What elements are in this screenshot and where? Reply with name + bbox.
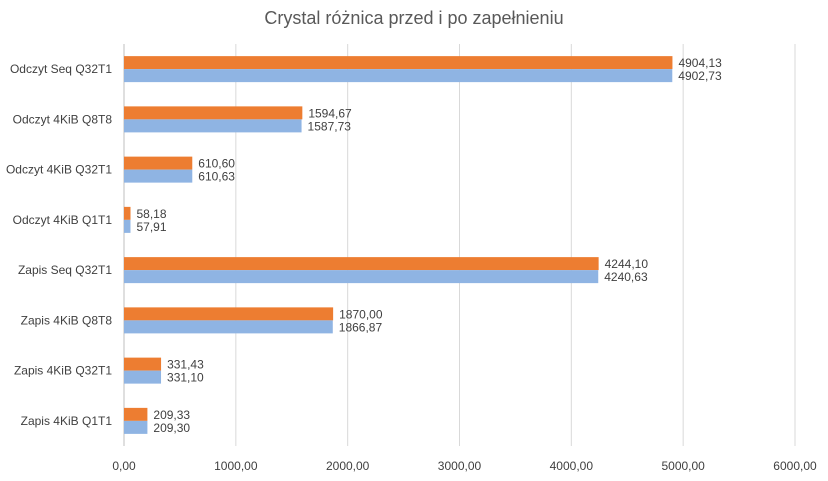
x-tick-label: 1000,00 bbox=[214, 459, 258, 473]
data-label-series-blue: 331,10 bbox=[167, 371, 204, 385]
data-label-series-orange: 58,18 bbox=[137, 207, 167, 221]
x-tick-label: 6000,00 bbox=[773, 459, 817, 473]
bar-series-orange bbox=[124, 407, 148, 421]
category-label: Odczyt Seq Q32T1 bbox=[10, 62, 112, 76]
data-label-series-orange: 4904,13 bbox=[678, 56, 722, 70]
data-label-series-orange: 209,33 bbox=[153, 408, 190, 422]
x-tick-label: 2000,00 bbox=[326, 459, 370, 473]
bar-series-blue bbox=[124, 370, 162, 384]
bar-series-blue bbox=[124, 119, 302, 133]
bar-series-blue bbox=[124, 69, 673, 83]
bar-series-blue bbox=[124, 320, 333, 334]
data-label-series-blue: 57,91 bbox=[136, 220, 166, 234]
data-label-series-blue: 610,63 bbox=[198, 170, 235, 184]
data-label-series-orange: 331,43 bbox=[167, 358, 204, 372]
chart-title: Crystal różnica przed i po zapełnieniu bbox=[264, 8, 564, 28]
x-tick-label: 0,00 bbox=[112, 459, 136, 473]
data-label-series-blue: 4902,73 bbox=[678, 69, 722, 83]
bar-series-orange bbox=[124, 156, 193, 170]
bar-series-blue bbox=[124, 219, 131, 233]
bar-series-orange bbox=[124, 357, 162, 371]
data-label-series-blue: 1866,87 bbox=[339, 320, 383, 334]
bar-series-orange bbox=[124, 307, 334, 321]
bar-series-blue bbox=[124, 270, 599, 284]
bar-series-blue bbox=[124, 169, 193, 183]
data-label-series-orange: 4244,10 bbox=[605, 257, 649, 271]
bar-series-orange bbox=[124, 257, 599, 271]
data-label-series-orange: 1594,67 bbox=[308, 106, 352, 120]
data-label-series-blue: 209,30 bbox=[153, 421, 190, 435]
bar-series-orange bbox=[124, 206, 131, 220]
data-label-series-blue: 1587,73 bbox=[308, 119, 352, 133]
category-label: Zapis 4KiB Q1T1 bbox=[21, 414, 113, 428]
bar-series-orange bbox=[124, 56, 673, 70]
bar-series-orange bbox=[124, 106, 303, 120]
bar-series-blue bbox=[124, 420, 148, 434]
data-label-series-orange: 610,60 bbox=[198, 157, 235, 171]
category-label: Odczyt 4KiB Q8T8 bbox=[13, 112, 113, 126]
category-label: Odczyt 4KiB Q1T1 bbox=[13, 213, 113, 227]
x-tick-label: 3000,00 bbox=[438, 459, 482, 473]
category-label: Zapis 4KiB Q8T8 bbox=[21, 313, 113, 327]
category-label: Odczyt 4KiB Q32T1 bbox=[6, 163, 112, 177]
data-label-series-blue: 4240,63 bbox=[604, 270, 648, 284]
category-label: Zapis Seq Q32T1 bbox=[18, 263, 112, 277]
category-label: Zapis 4KiB Q32T1 bbox=[14, 364, 112, 378]
x-tick-label: 5000,00 bbox=[661, 459, 705, 473]
x-tick-label: 4000,00 bbox=[550, 459, 594, 473]
data-label-series-orange: 1870,00 bbox=[339, 307, 383, 321]
